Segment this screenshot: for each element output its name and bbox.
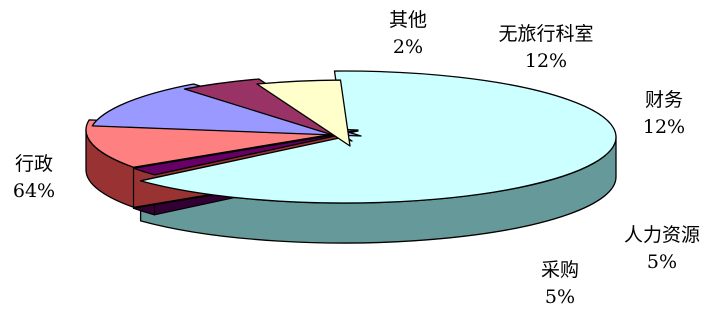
slices-layer (85, 70, 617, 244)
pie-slice-slice-2 (132, 130, 359, 176)
slice-value-label: 5% (647, 251, 677, 273)
slice-name-label: 采购 (541, 259, 579, 281)
pie-slice-slice-6 (256, 79, 351, 147)
slice-value-label: 12% (643, 116, 685, 138)
slice-name-label: 行政 (15, 153, 53, 175)
labels-layer: 行政 64% 其他 2% 无旅行科室 12% 财务 12% 人力资源 5% 采购 5% (13, 9, 700, 308)
slice-name-label: 人力资源 (624, 224, 700, 246)
slice-value-label: 2% (393, 36, 423, 58)
pie-slice-slice-5 (183, 78, 353, 142)
slice-name-label: 财务 (645, 89, 683, 111)
slice-name-label: 其他 (389, 9, 427, 31)
pie-slice-slice-1 (139, 70, 617, 204)
slice-value-label: 12% (525, 50, 567, 72)
slice-name-label: 无旅行科室 (498, 23, 593, 45)
slice-value-label: 64% (13, 180, 55, 202)
slice-value-label: 5% (545, 286, 575, 308)
